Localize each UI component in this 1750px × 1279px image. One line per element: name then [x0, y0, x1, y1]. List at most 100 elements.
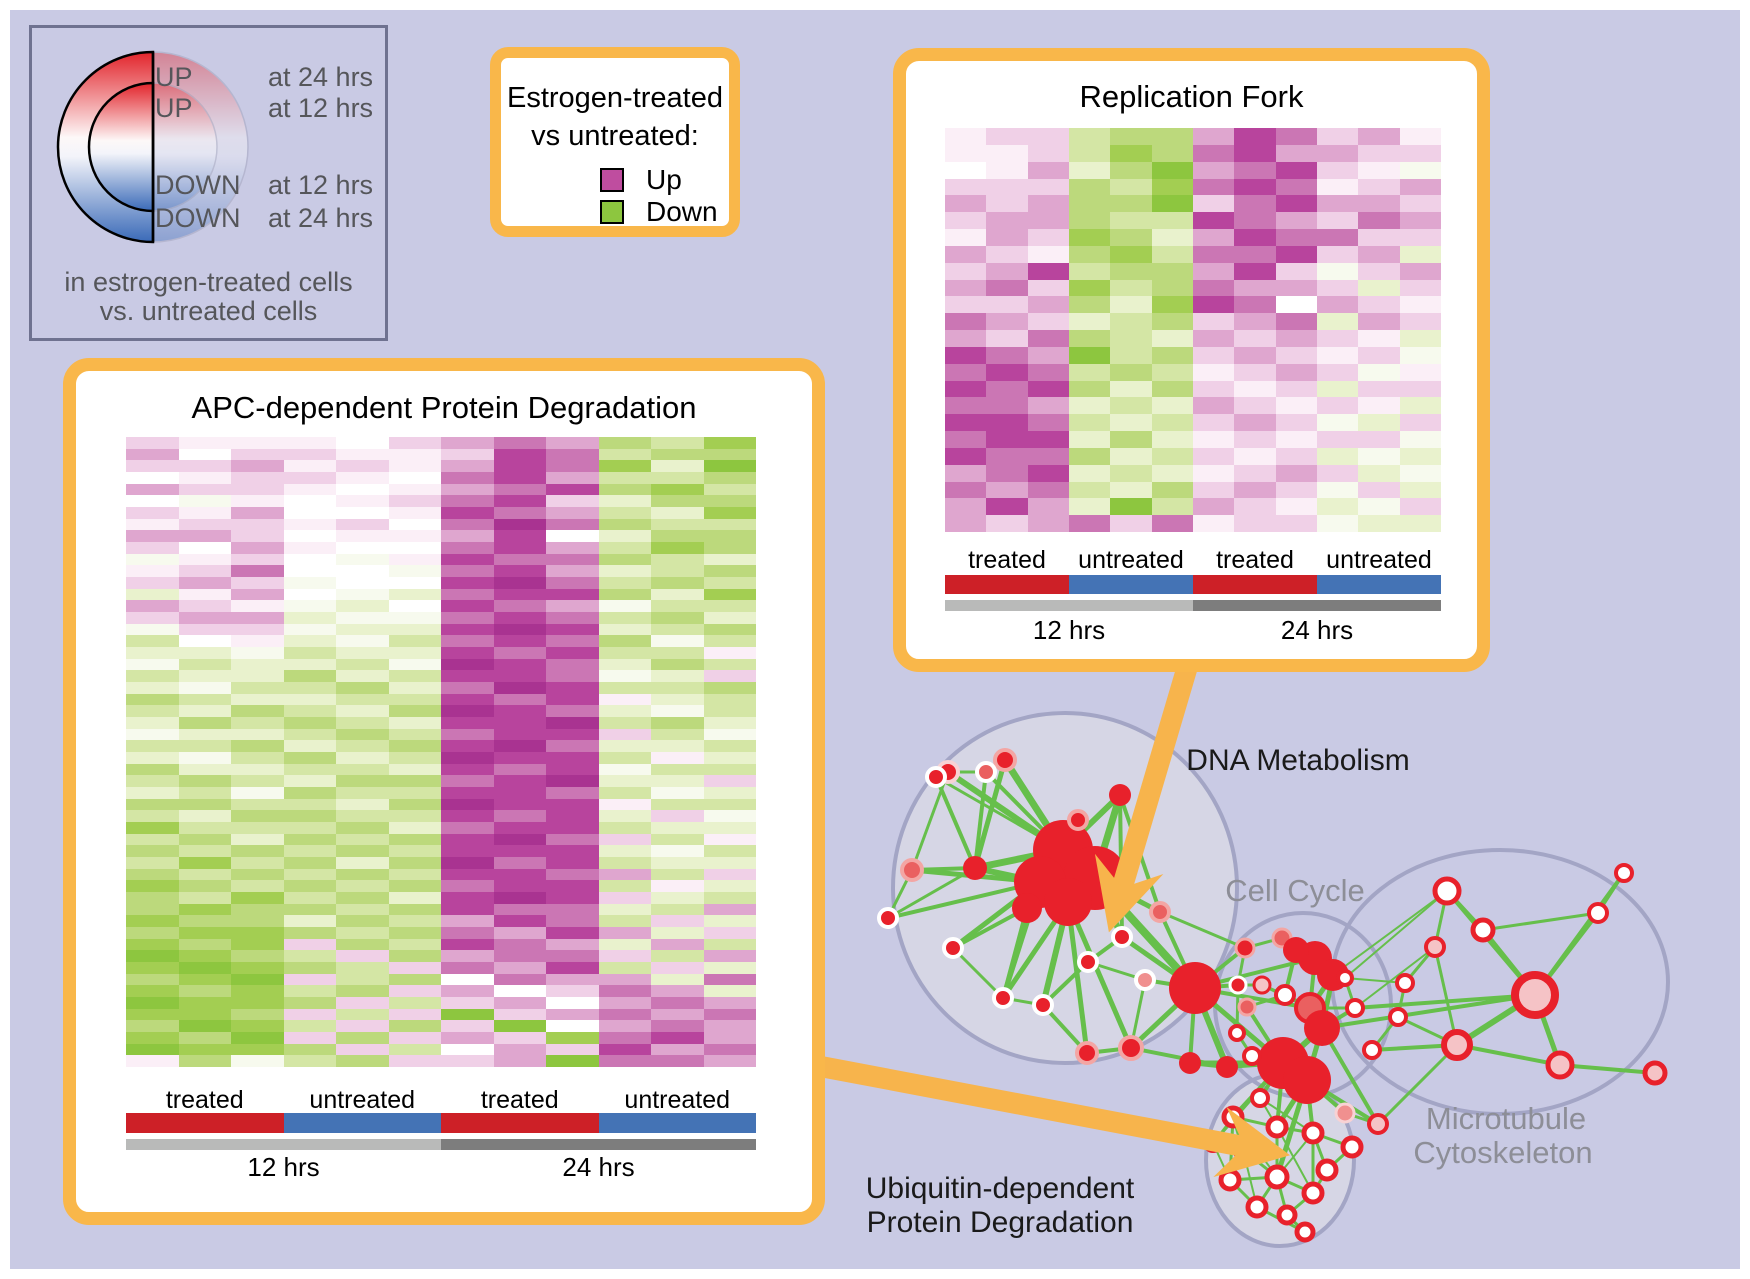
heatmap-cell	[178, 682, 231, 694]
heatmap-cell	[1068, 481, 1111, 499]
heatmap-cell	[126, 798, 179, 811]
time-label: 24 hrs	[562, 1152, 635, 1182]
heatmap-cell	[1275, 414, 1317, 431]
heatmap-cell	[388, 472, 441, 484]
legend-dir: DOWN	[155, 170, 241, 200]
heatmap-cell	[126, 693, 179, 706]
heatmap-cell	[546, 997, 599, 1009]
heatmap-cell	[1358, 515, 1400, 532]
heatmap-cell	[178, 903, 231, 916]
heatmap-cell	[1316, 464, 1359, 482]
heatmap-cell	[493, 472, 546, 484]
heatmap-cell	[493, 973, 546, 986]
down-color-swatch	[600, 200, 624, 224]
heatmap-cell	[1358, 279, 1400, 297]
heatmap-cell	[493, 903, 546, 916]
heatmap-cell	[178, 938, 231, 951]
network-node	[1315, 1158, 1339, 1182]
heatmap-cell	[703, 483, 756, 496]
heatmap-cell	[283, 717, 336, 729]
heatmap-cell	[598, 880, 651, 892]
heatmap-cell	[546, 962, 599, 974]
heatmap-cell	[1151, 128, 1193, 145]
heatmap-cell	[441, 670, 494, 682]
untreated-bar-segment	[598, 1113, 756, 1133]
heatmap-cell	[1027, 128, 1069, 145]
heatmap-cell	[388, 577, 441, 589]
heatmap-cell	[231, 775, 284, 787]
heatmap-cell	[986, 229, 1028, 246]
heatmap-cell	[283, 787, 336, 799]
heatmap-cell	[598, 612, 651, 624]
heatmap-cell	[493, 612, 546, 624]
heatmap-cell	[945, 262, 987, 280]
network-node	[925, 766, 947, 788]
untreated-bar-segment	[1317, 575, 1441, 594]
heatmap-cell	[1068, 279, 1111, 297]
apc-degradation-panel: APC-dependent Protein Degradation treate…	[63, 358, 825, 1225]
heatmap-cell	[283, 810, 336, 822]
heatmap-cell	[1068, 515, 1111, 532]
heatmap-cell	[126, 892, 179, 904]
heatmap-cell	[1399, 481, 1441, 499]
heatmap-cell	[493, 553, 546, 566]
heatmap-cell	[1068, 397, 1111, 415]
heatmap-cell	[986, 330, 1028, 347]
network-node	[1237, 997, 1257, 1017]
heatmap-cell	[283, 938, 336, 951]
network-node	[1032, 994, 1054, 1016]
heatmap-cell	[1027, 414, 1069, 431]
heatmap-cell	[231, 1008, 284, 1021]
heatmap-cell	[388, 1020, 441, 1032]
heatmap-cell	[703, 448, 756, 461]
network-node	[1216, 1056, 1238, 1078]
heatmap-cell	[986, 161, 1028, 179]
heatmap-cell	[703, 810, 756, 822]
legend-row-up-12: UP at 12 hrs	[155, 93, 385, 124]
network-node	[1274, 984, 1296, 1006]
network-edge	[887, 866, 976, 920]
network-node	[1218, 1168, 1242, 1192]
heatmap-cell	[651, 635, 704, 647]
heatmap-cell	[703, 635, 756, 647]
heatmap-cell	[231, 822, 284, 834]
heatmap-cell	[1234, 245, 1276, 263]
heatmap-cell	[178, 693, 231, 706]
heatmap-cell	[1068, 229, 1111, 246]
heatmap-cell	[178, 588, 231, 601]
heatmap-cell	[388, 1032, 441, 1044]
heatmap-cell	[388, 985, 441, 997]
heatmap-cell	[1275, 481, 1317, 499]
network-node	[1276, 1204, 1298, 1226]
heatmap-cell	[598, 717, 651, 729]
heatmap-cell	[1316, 330, 1359, 347]
heatmap-cell	[651, 448, 704, 461]
heatmap-cell	[441, 577, 494, 589]
heatmap-cell	[283, 1055, 336, 1067]
estrogen-legend-item-label: Up	[646, 164, 682, 195]
heatmap-cell	[598, 868, 651, 881]
heatmap-cell	[651, 577, 704, 589]
heatmap-cell	[126, 973, 179, 986]
heatmap-cell	[598, 787, 651, 799]
heatmap-cell	[1399, 161, 1441, 179]
heatmap-cell	[178, 763, 231, 776]
heatmap-cell	[1151, 363, 1193, 381]
heatmap-cell	[231, 682, 284, 694]
heatmap-cell	[1234, 498, 1276, 516]
heatmap-cell	[546, 460, 599, 472]
network-edge	[1321, 993, 1536, 1030]
heatmap-cell	[441, 822, 494, 834]
heatmap-cell	[1110, 346, 1152, 364]
heatmap-cell	[178, 1055, 231, 1067]
heatmap-cell	[441, 612, 494, 624]
group-label-treated: treated	[480, 1086, 559, 1114]
heatmap-cell	[126, 518, 179, 531]
heatmap-cell	[441, 775, 494, 787]
heatmap-cell	[493, 460, 546, 472]
heatmap-cell	[493, 740, 546, 752]
heatmap-cell	[231, 460, 284, 472]
legend-row-down-24: DOWN at 24 hrs	[155, 203, 385, 234]
heatmap-cell	[336, 740, 389, 752]
heatmap-cell	[1027, 481, 1069, 499]
